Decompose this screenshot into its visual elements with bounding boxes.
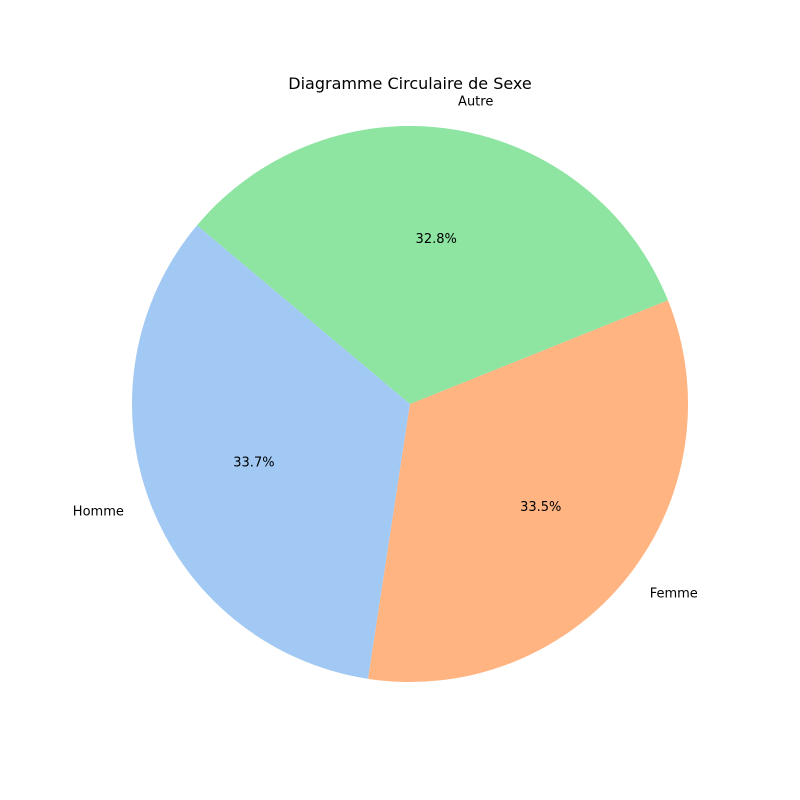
pie-slices <box>132 126 688 683</box>
pie-slice-homme <box>132 225 410 679</box>
pie-labels: Homme 33.7% Femme 33.5% Autre 32.8% <box>73 94 698 601</box>
pie-slice-femme <box>368 300 688 683</box>
chart-title: Diagramme Circulaire de Sexe <box>288 74 531 93</box>
pie-slice-autre <box>197 126 668 404</box>
slice-percent-femme: 33.5% <box>520 500 561 515</box>
slice-percent-homme: 33.7% <box>233 455 274 470</box>
slice-percent-autre: 32.8% <box>416 232 457 247</box>
slice-label-autre: Autre <box>458 94 493 109</box>
slice-label-femme: Femme <box>650 586 698 601</box>
slice-label-homme: Homme <box>73 504 124 519</box>
